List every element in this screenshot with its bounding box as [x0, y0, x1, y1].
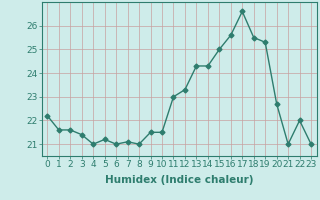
- X-axis label: Humidex (Indice chaleur): Humidex (Indice chaleur): [105, 175, 253, 185]
